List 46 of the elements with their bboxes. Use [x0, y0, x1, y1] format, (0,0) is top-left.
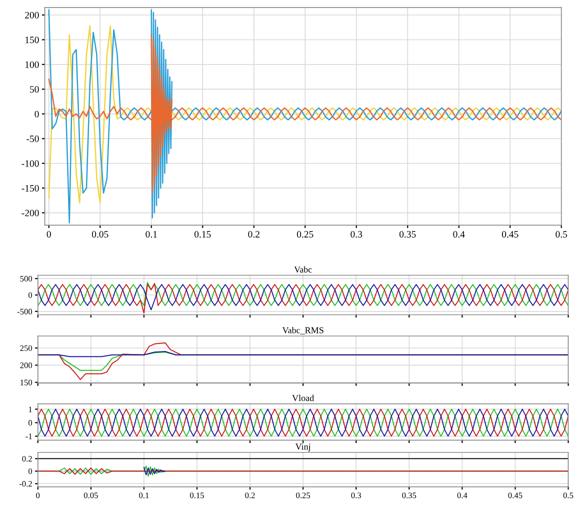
y-tick-label: 200: [25, 12, 39, 18]
y-tick-label: -100: [22, 160, 39, 167]
x-tick-label: 0.45: [508, 492, 522, 498]
x-tick-label: 0.35: [399, 231, 416, 238]
y-tick-label: -1: [26, 434, 32, 440]
chart-title: Vload: [292, 394, 314, 402]
x-tick-label: 0.35: [402, 492, 416, 498]
x-tick-label: 0: [46, 231, 51, 238]
y-tick-label: 0: [28, 468, 32, 474]
x-tick-label: 0.05: [84, 492, 98, 498]
y-tick-label: 500: [20, 276, 32, 282]
x-tick-label: 0.1: [139, 492, 149, 498]
y-tick-label: 250: [20, 345, 32, 351]
x-tick-label: 0.4: [457, 492, 468, 498]
y-tick-label: 0.2: [22, 456, 32, 462]
x-tick-label: 0.05: [92, 231, 108, 238]
x-tick-label: 0.2: [248, 231, 260, 238]
x-tick-label: 0.3: [351, 492, 361, 498]
x-tick-label: 0.5: [556, 231, 568, 238]
y-tick-label: -0.2: [19, 480, 32, 487]
x-tick-label: 0.5: [563, 492, 574, 498]
y-tick-label: 0: [28, 292, 32, 298]
x-tick-label: 0.2: [245, 492, 255, 498]
x-tick-label: 0.1: [146, 231, 157, 238]
x-tick-label: 0.15: [190, 492, 204, 498]
chart-title: Vabc: [294, 266, 312, 273]
x-tick-label: 0.3: [350, 231, 362, 238]
y-tick-label: 200: [20, 362, 32, 368]
y-tick-label: 0: [28, 420, 32, 426]
y-tick-label: 1: [28, 406, 32, 412]
y-tick-label: -50: [26, 136, 39, 142]
chart-title: Vabc_RMS: [282, 326, 324, 334]
y-tick-label: 0: [34, 110, 39, 118]
y-tick-label: 150: [25, 36, 39, 44]
x-tick-label: 0.45: [502, 231, 518, 238]
y-tick-label: 100: [25, 61, 39, 68]
y-tick-label: 50: [30, 86, 39, 93]
x-tick-label: 0.25: [296, 231, 314, 238]
x-tick-label: 0.15: [194, 231, 211, 238]
y-tick-label: -200: [22, 210, 39, 216]
y-tick-label: 150: [20, 380, 32, 386]
x-tick-label: 0.25: [296, 492, 310, 498]
chart-title: Vinj: [295, 444, 310, 452]
y-tick-label: -150: [22, 184, 39, 192]
y-tick-label: -500: [17, 308, 32, 314]
x-tick-label: 0.4: [453, 231, 465, 238]
